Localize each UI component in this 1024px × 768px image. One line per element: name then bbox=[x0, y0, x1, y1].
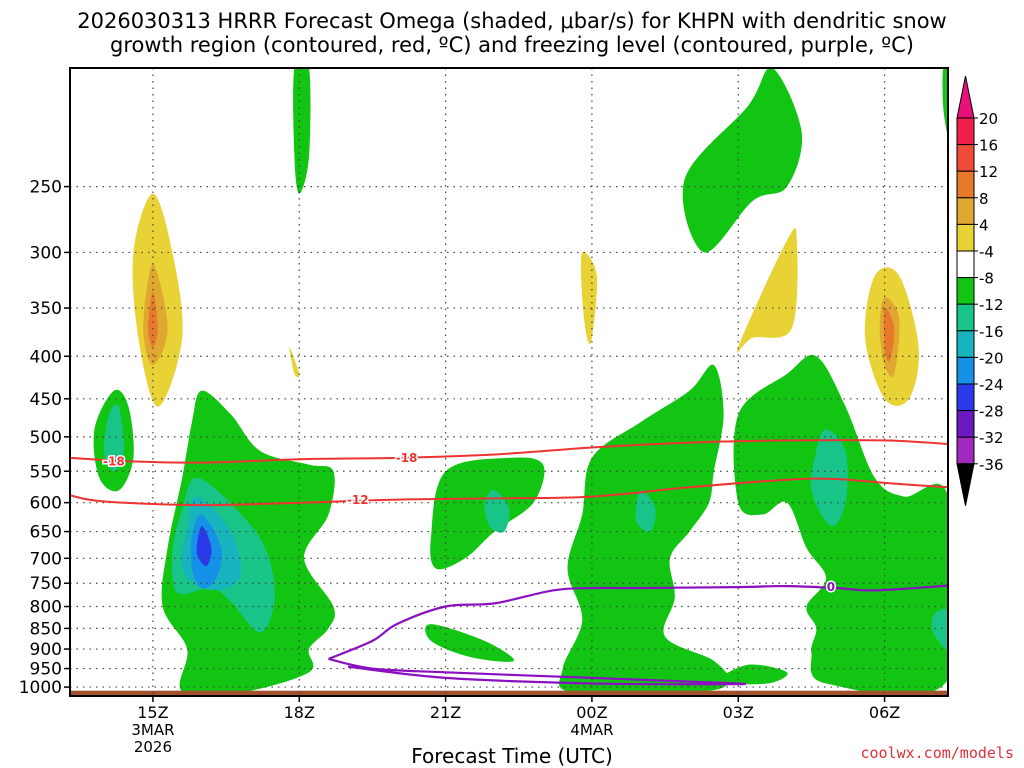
omega-region-7 bbox=[196, 525, 212, 567]
colorbar-swatch-9 bbox=[956, 356, 975, 385]
ground-strip bbox=[70, 690, 948, 696]
colorbar-swatch-3 bbox=[956, 197, 975, 225]
y-tick-label-250: 250 bbox=[30, 178, 62, 198]
colorbar-label-13: -36 bbox=[979, 456, 1004, 474]
y-tick-label-700: 700 bbox=[30, 549, 62, 569]
colorbar-bottom-triangle bbox=[956, 463, 975, 506]
chart-title-line1: 2026030313 HRRR Forecast Omega (shaded, … bbox=[77, 9, 947, 33]
contour-layer: -18 -18 -12 0 bbox=[70, 439, 948, 686]
freezing-contour-0 bbox=[328, 584, 948, 660]
colorbar-swatch-8 bbox=[956, 330, 975, 358]
y-tick-label-600: 600 bbox=[30, 494, 62, 514]
plot-frame bbox=[69, 67, 949, 697]
omega-region-16 bbox=[718, 664, 788, 685]
x-tick-label-15Z: 15Z bbox=[137, 703, 168, 722]
omega-region-17 bbox=[682, 68, 803, 253]
dgz-contour-label-1: -18 bbox=[396, 451, 418, 465]
colorbar-label-11: -28 bbox=[979, 403, 1004, 421]
colorbar-label-6: -8 bbox=[979, 270, 994, 288]
colorbar-swatch-10 bbox=[956, 383, 975, 412]
colorbar-swatch-4 bbox=[956, 223, 975, 252]
dgz-contour-0 bbox=[70, 439, 948, 464]
y-tick-label-400: 400 bbox=[30, 347, 62, 367]
colorbar-label-5: -4 bbox=[979, 243, 994, 261]
y-tick-label-850: 850 bbox=[30, 619, 62, 639]
y-tick-label-750: 750 bbox=[30, 574, 62, 594]
y-tick-label-650: 650 bbox=[30, 523, 62, 543]
y-tick-label-500: 500 bbox=[30, 428, 62, 448]
ground-layer bbox=[70, 690, 948, 696]
y-tick-label-950: 950 bbox=[30, 660, 62, 680]
colorbar-swatch-7 bbox=[956, 303, 975, 332]
omega-region-26 bbox=[883, 307, 895, 362]
omega-shading-layer bbox=[93, 68, 948, 696]
x-tick-sublabel-15Z: 3MAR bbox=[131, 721, 174, 739]
y-tick-label-450: 450 bbox=[30, 390, 62, 410]
y-tick-label-1000: 1000 bbox=[19, 678, 62, 698]
colorbar-swatch-6 bbox=[956, 277, 975, 305]
dgz-contour-label-2: -12 bbox=[347, 493, 369, 507]
y-tick-label-350: 350 bbox=[30, 299, 62, 319]
x-tick-label-18Z: 18Z bbox=[284, 703, 315, 722]
dgz-contour-1 bbox=[70, 477, 948, 507]
x-tick-sublabel2-15Z: 2026 bbox=[134, 738, 172, 756]
colorbar-label-7: -12 bbox=[979, 296, 1004, 314]
colorbar: 20 16 12 8 4 -4 -8 -12 -16 -20 -24 -28 -32 -36 bbox=[956, 75, 1004, 506]
y-tick-label-900: 900 bbox=[30, 640, 62, 660]
colorbar-swatch-0 bbox=[956, 117, 975, 146]
colorbar-label-4: 4 bbox=[979, 216, 989, 234]
credit-text: coolwx.com/models bbox=[860, 744, 1014, 762]
x-tick-label-06Z: 06Z bbox=[869, 703, 900, 722]
colorbar-swatch-2 bbox=[956, 170, 975, 199]
grid-layer bbox=[70, 68, 948, 696]
colorbar-swatch-11 bbox=[956, 410, 975, 438]
colorbar-swatch-1 bbox=[956, 144, 975, 172]
x-tick-sublabel-00Z: 4MAR bbox=[570, 721, 613, 739]
omega-region-20 bbox=[148, 292, 158, 348]
x-tick-label-03Z: 03Z bbox=[723, 703, 754, 722]
freezing-contour-1 bbox=[328, 657, 747, 686]
dgz-contour-label-0: -18 bbox=[103, 454, 125, 468]
omega-region-0 bbox=[293, 68, 311, 194]
y-axis: 2503003504004505005506006507007508008509… bbox=[19, 178, 70, 698]
omega-region-22 bbox=[580, 251, 598, 345]
omega-region-15 bbox=[931, 608, 948, 650]
omega-region-27 bbox=[942, 68, 948, 134]
x-tick-label-00Z: 00Z bbox=[576, 703, 607, 722]
y-tick-label-300: 300 bbox=[30, 243, 62, 263]
colorbar-label-9: -20 bbox=[979, 349, 1004, 367]
x-tick-label-21Z: 21Z bbox=[430, 703, 461, 722]
colorbar-label-0: 20 bbox=[979, 110, 998, 128]
colorbar-label-3: 8 bbox=[979, 190, 989, 208]
chart-title-line2: growth region (contoured, red, ºC) and f… bbox=[110, 33, 914, 57]
omega-region-2 bbox=[103, 404, 124, 472]
y-tick-label-800: 800 bbox=[30, 598, 62, 618]
colorbar-label-12: -32 bbox=[979, 429, 1004, 447]
colorbar-label-10: -24 bbox=[979, 376, 1004, 394]
colorbar-label-2: 12 bbox=[979, 163, 998, 181]
omega-region-9 bbox=[484, 490, 510, 533]
colorbar-top-triangle bbox=[956, 75, 975, 119]
colorbar-label-8: -16 bbox=[979, 323, 1004, 341]
freezing-contour-label-0: 0 bbox=[827, 580, 835, 594]
colorbar-swatch-12 bbox=[956, 436, 975, 465]
colorbar-swatch-5 bbox=[956, 250, 975, 279]
y-tick-label-550: 550 bbox=[30, 462, 62, 482]
omega-region-23 bbox=[736, 227, 798, 353]
omega-region-21 bbox=[289, 347, 300, 378]
x-axis-title: Forecast Time (UTC) bbox=[411, 744, 613, 768]
omega-region-12 bbox=[635, 490, 656, 532]
omega-region-10 bbox=[425, 624, 515, 662]
omega-region-13 bbox=[733, 355, 948, 696]
colorbar-label-1: 16 bbox=[979, 137, 998, 155]
